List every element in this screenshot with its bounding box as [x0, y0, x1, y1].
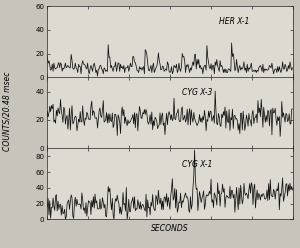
Text: CYG X-1: CYG X-1 [182, 159, 212, 169]
X-axis label: SECONDS: SECONDS [151, 224, 188, 233]
Text: COUNTS/20.48 msec: COUNTS/20.48 msec [2, 72, 11, 151]
Text: CYG X-3: CYG X-3 [182, 89, 212, 97]
Text: HER X-1: HER X-1 [219, 17, 249, 26]
